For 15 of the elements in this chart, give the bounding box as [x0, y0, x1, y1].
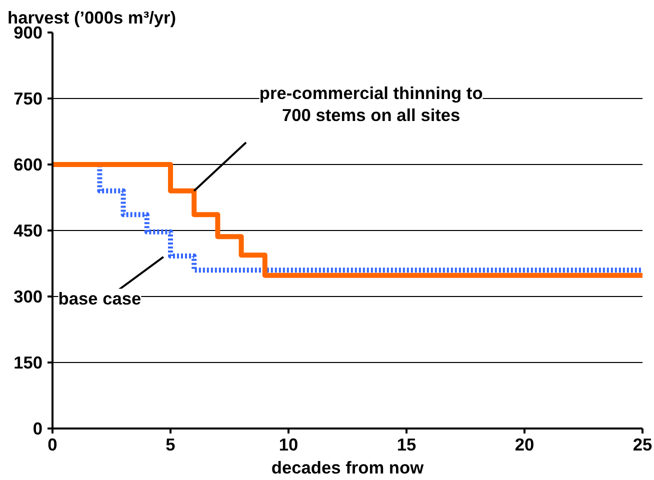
y-tick-label: 150 [14, 352, 43, 372]
x-axis-title: decades from now [271, 458, 424, 478]
x-tick-label: 10 [278, 434, 298, 454]
y-tick-label: 600 [14, 154, 43, 174]
annotation: base case [58, 288, 142, 309]
y-tick-label: 0 [32, 418, 43, 438]
y-tick-label: 750 [14, 88, 43, 108]
y-tick-label: 300 [14, 286, 43, 306]
y-tick-label: 450 [14, 220, 43, 240]
x-tick-label: 0 [48, 434, 58, 454]
annotation: pre-commercial thinning to 700 stems on all sites [259, 82, 483, 125]
x-tick-label: 15 [396, 434, 416, 454]
x-tick-label: 20 [514, 434, 534, 454]
x-tick-label: 25 [632, 434, 652, 454]
x-tick-label: 5 [166, 434, 176, 454]
